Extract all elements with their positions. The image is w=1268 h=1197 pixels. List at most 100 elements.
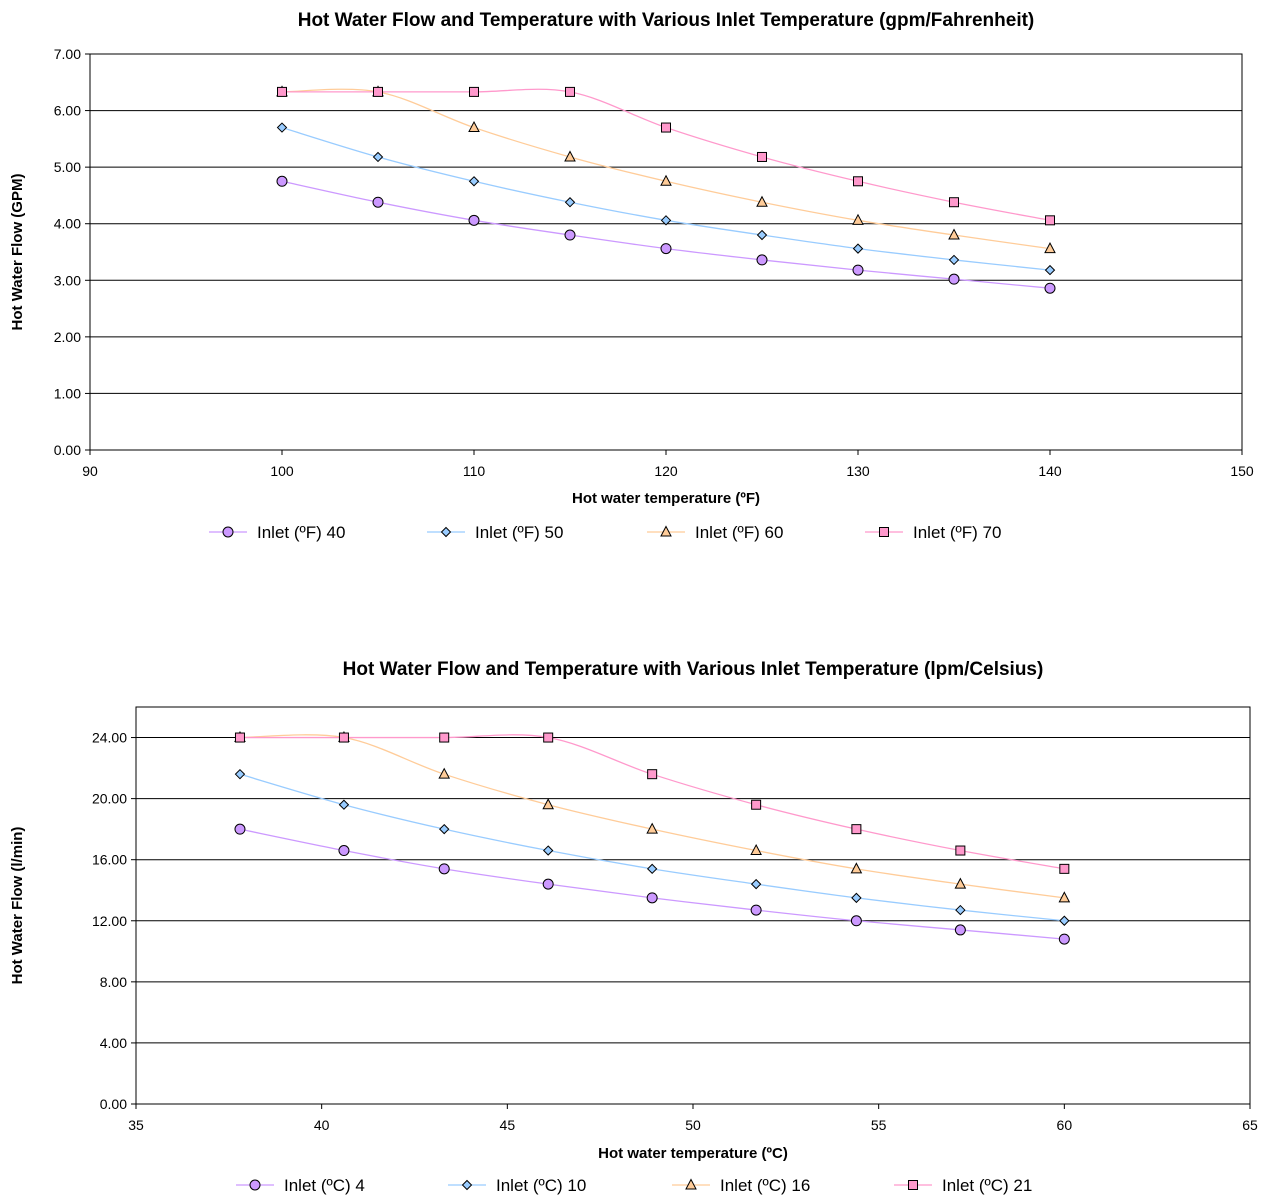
x-tick-label: 55 [871,1117,887,1133]
data-point-square [234,732,245,743]
data-point-triangle [750,843,762,856]
data-point-circle [564,229,576,241]
data-point-circle [750,904,762,916]
x-tick-label: 140 [1038,463,1062,479]
legend-label: Inlet (ºC) 21 [942,1176,1032,1195]
y-tick-label: 2.00 [54,329,81,345]
data-point-diamond [948,254,960,266]
legend-marker-triangle [660,525,672,537]
x-tick-label: 65 [1242,1117,1258,1133]
legend-item: Inlet (ºF) 70 [865,523,1001,542]
y-tick-label: 4.00 [100,1035,127,1051]
data-point-diamond [276,122,288,133]
data-point-diamond [468,176,480,187]
data-point-circle [954,924,966,936]
data-point-circle [276,175,288,187]
series-circle [234,823,1070,945]
legend-label: Inlet (ºF) 70 [913,523,1001,542]
legend-label: Inlet (ºC) 4 [284,1176,365,1195]
data-point-circle [234,823,246,835]
data-point-triangle [1058,891,1071,903]
data-point-circle [438,863,450,875]
chart-1: Hot Water Flow and Temperature with Vari… [9,10,1254,542]
data-point-square [853,176,863,187]
data-point-circle [1058,933,1070,945]
y-tick-label: 6.00 [54,103,81,119]
legend: Inlet (ºC) 4 Inlet (ºC) 10 Inlet (ºC) 16 In… [236,1176,1032,1195]
data-point-square [851,824,862,835]
series-line [239,734,1065,870]
series-line [281,180,1051,289]
y-tick-label: 7.00 [54,46,81,62]
data-point-triangle [438,767,451,779]
x-tick-label: 45 [500,1117,516,1133]
legend-label: Inlet (ºF) 60 [695,523,783,542]
data-point-square [955,845,966,856]
legend-item: Inlet (ºF) 60 [647,523,783,542]
data-point-square [647,769,658,780]
data-point-square [565,86,575,97]
legend: Inlet (ºF) 40 Inlet (ºF) 50 Inlet (ºF) 60 I… [209,523,1001,542]
data-point-circle [338,845,350,857]
data-point-triangle [1044,242,1056,254]
data-point-square [439,732,450,743]
chart-title: Hot Water Flow and Temperature with Vari… [343,659,1044,680]
y-tick-label: 5.00 [54,159,81,175]
data-point-circle [468,214,480,226]
y-tick-label: 0.00 [54,442,81,458]
y-tick-label: 3.00 [54,272,81,288]
y-tick-label: 8.00 [100,974,127,990]
legend-label: Inlet (ºF) 50 [475,523,563,542]
legend-marker-square [879,527,889,537]
plot-area [135,706,1251,1105]
y-tick-label: 0.00 [100,1096,127,1112]
data-point-circle [1044,282,1056,294]
data-point-square [949,197,959,208]
x-tick-label: 50 [685,1117,701,1133]
data-point-triangle [756,195,768,207]
x-axis-label: Hot water temperature (ºC) [598,1145,788,1162]
legend-marker-diamond [461,1179,473,1191]
legend-item: Inlet (ºC) 4 [236,1176,365,1195]
data-point-diamond [564,197,576,208]
data-point-triangle [660,174,672,186]
data-point-square [277,86,287,97]
series-line [239,828,1065,940]
data-point-diamond [660,215,672,226]
x-tick-label: 35 [128,1117,144,1133]
x-tick-label: 40 [314,1117,330,1133]
series-square [277,86,1055,226]
chart-2: Hot Water Flow and Temperature with Vari… [9,659,1258,1195]
data-point-square [543,732,554,743]
legend-item: Inlet (ºC) 21 [894,1176,1032,1195]
data-point-diamond [234,768,246,780]
y-tick-label: 20.00 [92,791,127,807]
series-triangle [234,730,1071,903]
data-point-circle [852,264,864,276]
data-point-diamond [750,878,762,890]
series-triangle [276,85,1056,254]
x-tick-label: 130 [846,463,870,479]
legend-marker-square [908,1180,918,1190]
data-point-triangle [564,150,576,162]
data-point-triangle [468,120,480,133]
legend-item: Inlet (ºF) 40 [209,523,345,542]
data-point-diamond [646,863,658,875]
data-point-triangle [646,822,658,834]
data-point-diamond [852,243,864,254]
series-diamond [234,768,1070,926]
y-axis-label: Hot Water Flow (GPM) [9,174,26,331]
legend-label: Inlet (ºC) 10 [496,1176,586,1195]
x-tick-label: 150 [1230,463,1254,479]
chart-title: Hot Water Flow and Temperature with Vari… [298,10,1035,31]
series-diamond [276,122,1056,276]
data-point-diamond [338,799,350,810]
data-point-circle [850,915,862,927]
legend-marker-triangle [685,1178,697,1190]
data-point-triangle [948,228,960,240]
data-point-triangle [542,798,555,810]
data-point-square [373,86,383,97]
x-tick-label: 100 [270,463,294,479]
data-point-diamond [372,151,384,163]
